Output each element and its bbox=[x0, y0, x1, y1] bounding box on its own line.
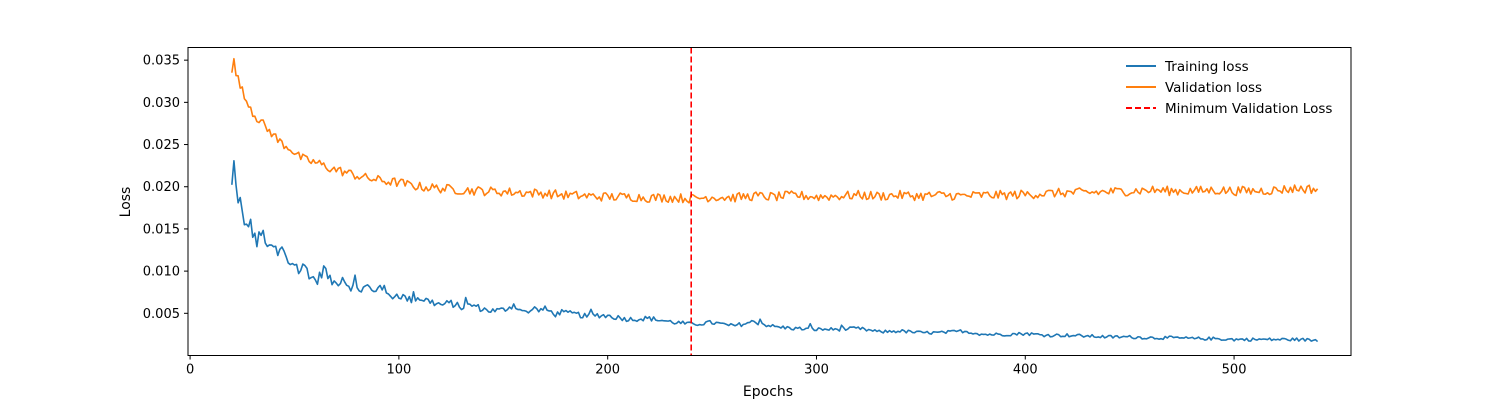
y-tick-label: 0.030 bbox=[143, 96, 180, 111]
legend: Training loss Validation loss Minimum Va… bbox=[1126, 59, 1332, 117]
y-tick-label: 0.020 bbox=[143, 180, 180, 195]
series-layer bbox=[231, 57, 1319, 343]
x-tick-label: 500 bbox=[1222, 363, 1247, 378]
legend-label-validation: Validation loss bbox=[1165, 80, 1262, 96]
y-tick-label: 0.025 bbox=[143, 138, 180, 153]
legend-label-min-val: Minimum Validation Loss bbox=[1165, 101, 1332, 117]
y-tick-label: 0.005 bbox=[143, 307, 180, 322]
legend-label-training: Training loss bbox=[1164, 59, 1249, 75]
x-tick-label: 200 bbox=[595, 363, 620, 378]
y-axis-title: Loss bbox=[118, 187, 134, 218]
y-axis: 0.005 0.010 0.015 0.020 0.025 0.030 0.035 bbox=[143, 54, 188, 322]
x-tick-label: 100 bbox=[386, 363, 411, 378]
plot-area-frame bbox=[187, 47, 1352, 356]
x-tick-label: 400 bbox=[1013, 363, 1038, 378]
y-tick-label: 0.015 bbox=[143, 222, 180, 237]
y-tick-label: 0.035 bbox=[143, 54, 180, 69]
x-axis-title: Epochs bbox=[743, 384, 793, 400]
y-tick-label: 0.010 bbox=[143, 265, 180, 280]
x-tick-label: 300 bbox=[804, 363, 829, 378]
series-line-training-loss bbox=[231, 160, 1319, 343]
x-axis: 0 100 200 300 400 500 bbox=[186, 355, 1247, 378]
series-line-validation-loss bbox=[231, 57, 1319, 204]
x-tick-label: 0 bbox=[186, 363, 194, 378]
